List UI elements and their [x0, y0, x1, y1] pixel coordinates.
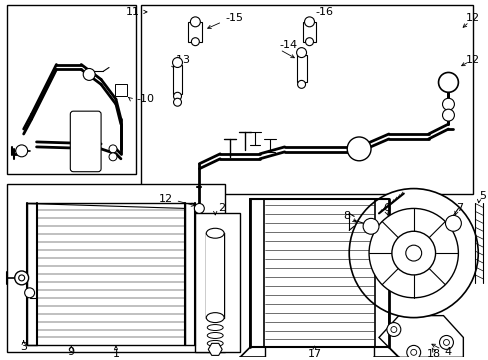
- Bar: [296, 55, 306, 82]
- Text: 6: 6: [383, 203, 389, 213]
- Text: 9: 9: [68, 347, 75, 357]
- Circle shape: [390, 327, 396, 333]
- Circle shape: [304, 17, 314, 27]
- Circle shape: [190, 17, 200, 27]
- Circle shape: [445, 215, 460, 231]
- Text: 3: 3: [20, 342, 27, 352]
- Circle shape: [410, 349, 416, 355]
- FancyBboxPatch shape: [70, 111, 101, 172]
- Polygon shape: [378, 316, 463, 357]
- Circle shape: [191, 38, 199, 46]
- Text: -15: -15: [224, 13, 243, 23]
- Circle shape: [386, 323, 400, 337]
- Ellipse shape: [206, 228, 224, 238]
- Circle shape: [406, 345, 420, 359]
- Ellipse shape: [207, 341, 223, 346]
- Text: 5: 5: [478, 190, 485, 201]
- Circle shape: [391, 231, 435, 275]
- Bar: [7, 5, 136, 174]
- Circle shape: [19, 275, 24, 281]
- Text: -14: -14: [279, 40, 297, 50]
- Circle shape: [305, 38, 313, 46]
- Circle shape: [172, 58, 182, 67]
- Circle shape: [368, 208, 457, 298]
- Text: 12: 12: [465, 13, 479, 23]
- Circle shape: [297, 80, 305, 88]
- Circle shape: [296, 48, 306, 58]
- Text: 12: 12: [158, 194, 172, 203]
- Circle shape: [16, 145, 28, 157]
- Bar: [7, 184, 224, 352]
- Polygon shape: [208, 343, 222, 355]
- Text: -16: -16: [315, 7, 333, 17]
- Text: 7: 7: [455, 203, 462, 213]
- Bar: [172, 64, 182, 94]
- Circle shape: [438, 72, 457, 92]
- Ellipse shape: [207, 333, 223, 338]
- Circle shape: [348, 189, 477, 318]
- Text: 2: 2: [218, 203, 225, 213]
- Circle shape: [15, 271, 29, 285]
- Polygon shape: [249, 198, 388, 347]
- Circle shape: [443, 339, 448, 345]
- Bar: [206, 233, 224, 318]
- Circle shape: [83, 68, 95, 80]
- Text: 8: 8: [343, 211, 350, 221]
- Polygon shape: [26, 203, 185, 345]
- Bar: [141, 5, 472, 194]
- Circle shape: [439, 336, 452, 349]
- Circle shape: [173, 92, 181, 100]
- Circle shape: [442, 109, 453, 121]
- Text: 18: 18: [426, 349, 440, 359]
- Text: 4: 4: [444, 347, 451, 357]
- Circle shape: [109, 145, 117, 153]
- Text: 12: 12: [465, 55, 479, 64]
- Circle shape: [346, 137, 370, 161]
- Text: -13: -13: [172, 55, 190, 64]
- Text: 11: 11: [125, 7, 140, 17]
- Text: 17: 17: [307, 349, 321, 359]
- Bar: [302, 22, 316, 42]
- Circle shape: [442, 98, 453, 110]
- Bar: [188, 22, 202, 42]
- Circle shape: [173, 98, 181, 106]
- Circle shape: [405, 245, 421, 261]
- Bar: [195, 213, 240, 352]
- Ellipse shape: [207, 325, 223, 330]
- Ellipse shape: [206, 312, 224, 323]
- Text: -10: -10: [137, 94, 155, 104]
- Bar: [115, 84, 126, 96]
- Circle shape: [363, 219, 378, 234]
- Circle shape: [24, 288, 35, 298]
- Text: 1: 1: [112, 349, 119, 359]
- Circle shape: [194, 203, 204, 213]
- Circle shape: [109, 153, 117, 161]
